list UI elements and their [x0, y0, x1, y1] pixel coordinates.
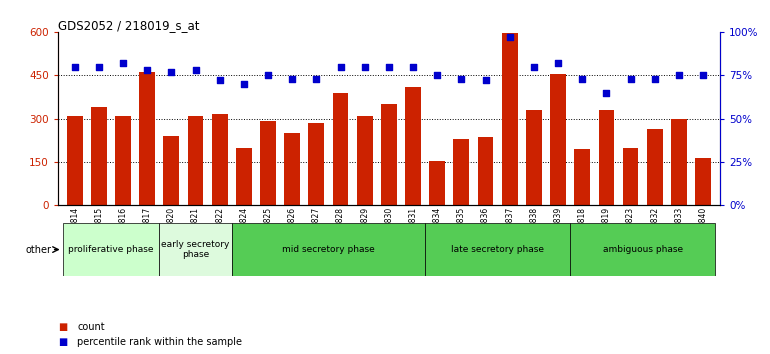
Bar [623, 148, 638, 205]
Point [673, 73, 685, 78]
Point [697, 73, 709, 78]
Bar [570, 223, 715, 276]
Text: ■: ■ [58, 322, 67, 332]
Bar [598, 110, 614, 205]
Bar [381, 104, 397, 205]
Text: mid secretory phase: mid secretory phase [282, 245, 375, 254]
Bar [430, 160, 445, 205]
Point [455, 76, 467, 81]
Bar [159, 223, 232, 276]
Point [262, 73, 274, 78]
Bar [232, 223, 425, 276]
Bar [405, 87, 421, 205]
Bar [695, 158, 711, 205]
Point [286, 76, 298, 81]
Bar [671, 119, 687, 205]
Point [213, 78, 226, 83]
Bar [236, 148, 252, 205]
Point [383, 64, 395, 69]
Text: late secretory phase: late secretory phase [451, 245, 544, 254]
Bar [116, 116, 131, 205]
Bar [212, 114, 227, 205]
Bar [284, 133, 300, 205]
Point [238, 81, 250, 87]
Bar [333, 93, 348, 205]
Bar [551, 74, 566, 205]
Bar [526, 110, 542, 205]
Point [504, 34, 516, 40]
Bar [454, 139, 469, 205]
Point [334, 64, 346, 69]
Text: percentile rank within the sample: percentile rank within the sample [77, 337, 242, 347]
Text: GDS2052 / 218019_s_at: GDS2052 / 218019_s_at [58, 19, 199, 32]
Point [576, 76, 588, 81]
Bar [502, 33, 517, 205]
Bar [163, 136, 179, 205]
Bar [357, 116, 373, 205]
Bar [574, 149, 590, 205]
Point [189, 67, 202, 73]
Bar [67, 116, 82, 205]
Bar [647, 129, 662, 205]
Text: count: count [77, 322, 105, 332]
Bar [477, 137, 494, 205]
Text: early secretory
phase: early secretory phase [162, 240, 229, 259]
Point [407, 64, 419, 69]
Point [648, 76, 661, 81]
Point [431, 73, 444, 78]
Text: ambiguous phase: ambiguous phase [603, 245, 683, 254]
Bar [62, 223, 159, 276]
Point [552, 60, 564, 66]
Point [117, 60, 129, 66]
Point [624, 76, 637, 81]
Bar [260, 121, 276, 205]
Point [92, 64, 105, 69]
Point [310, 76, 323, 81]
Bar [425, 223, 570, 276]
Point [359, 64, 371, 69]
Bar [188, 116, 203, 205]
Point [166, 69, 178, 75]
Text: ■: ■ [58, 337, 67, 347]
Bar [91, 107, 107, 205]
Bar [139, 72, 155, 205]
Bar [309, 123, 324, 205]
Point [600, 90, 612, 96]
Point [141, 67, 153, 73]
Point [69, 64, 81, 69]
Point [480, 78, 492, 83]
Text: proliferative phase: proliferative phase [69, 245, 154, 254]
Point [527, 64, 540, 69]
Text: other: other [25, 245, 52, 255]
